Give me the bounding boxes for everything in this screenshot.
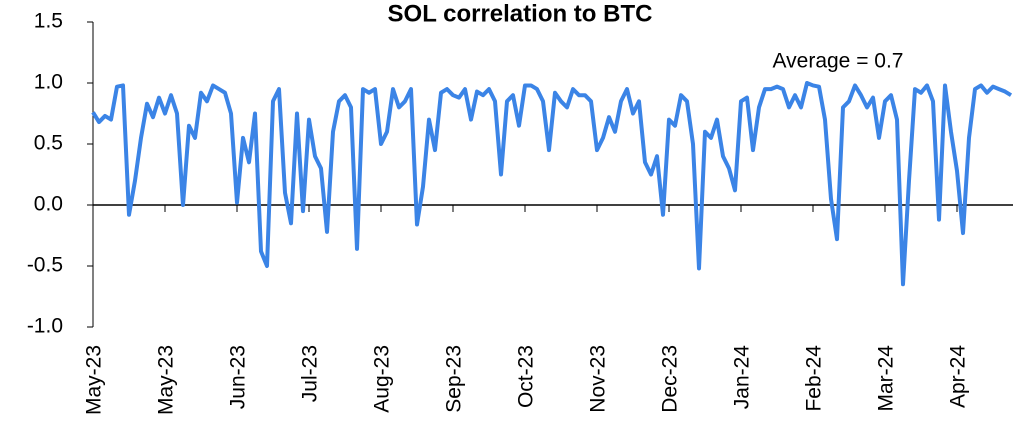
y-tick-label: -0.5 xyxy=(27,254,63,277)
x-tick-label: Sep-23 xyxy=(443,345,466,413)
x-tick-label: Dec-23 xyxy=(659,345,682,413)
x-tick-label: Jul-23 xyxy=(299,345,322,402)
x-tick-label: Aug-23 xyxy=(371,345,394,413)
x-tick-label: Oct-23 xyxy=(515,345,538,408)
x-tick-label: Jun-23 xyxy=(227,345,250,409)
x-tick-label: May-23 xyxy=(155,345,178,415)
x-tick-label: Apr-24 xyxy=(947,345,970,408)
y-tick-label: -1.0 xyxy=(27,315,63,338)
annotation: Average = 0.7 xyxy=(773,50,904,73)
x-tick-label: Nov-23 xyxy=(587,345,610,413)
x-tick-label: Feb-24 xyxy=(803,345,826,412)
line-series xyxy=(91,81,1013,287)
y-tick-label: 1.5 xyxy=(34,10,63,33)
x-tick-label: Jan-24 xyxy=(731,345,754,410)
y-tick-label: 0.0 xyxy=(34,193,63,216)
x-tick-label: May-23 xyxy=(83,345,106,415)
y-tick-label: 0.5 xyxy=(34,132,63,155)
chart-title: SOL correlation to BTC xyxy=(388,0,653,27)
x-tick-label: Mar-24 xyxy=(875,345,898,412)
y-tick-label: 1.0 xyxy=(34,71,63,94)
